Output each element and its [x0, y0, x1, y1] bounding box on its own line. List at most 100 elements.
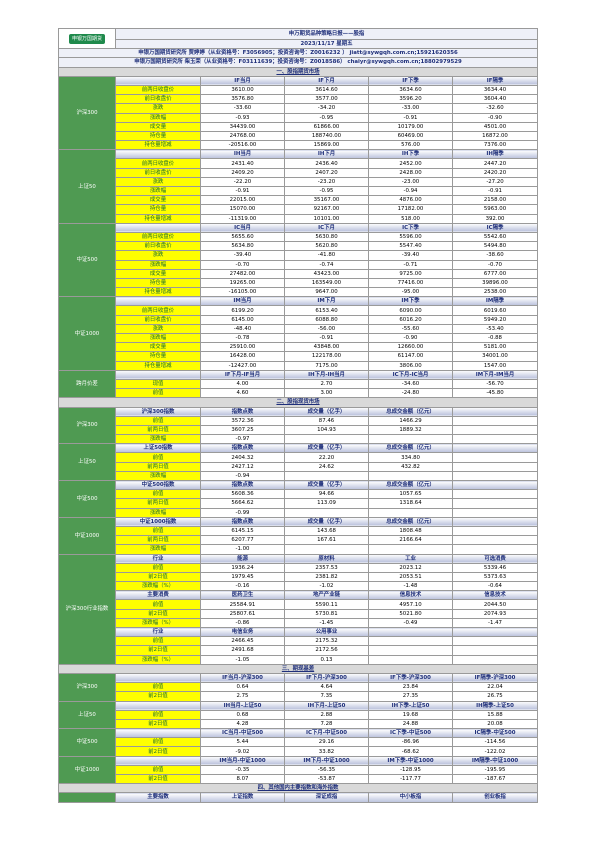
data-row: 持仓量增减 -11319.00 10101.00 518.00 392.00 — [59, 213, 539, 224]
value: -0.88 — [451, 332, 539, 344]
value: -0.71 — [368, 259, 453, 270]
value: 576.00 — [368, 140, 453, 151]
value: 43423.00 — [284, 268, 369, 279]
data-row: 涨跌 -33.60 -34.20 -33.00 -32.60 — [59, 103, 539, 114]
data-row: 前两日值 2427.12 24.62 432.82 — [59, 461, 539, 472]
header-title: 行业 — [115, 553, 201, 564]
block-label: 中证500 — [58, 728, 116, 757]
header-row: 上证50 IH当月-上证50 IH下月-上证50 IH下季-上证50 IH隔季-上证50 — [58, 700, 539, 730]
value: 5664.62 — [200, 498, 285, 509]
column-header: IH下季-上证50 — [368, 700, 453, 711]
block-label: 沪深300行业指数 — [58, 553, 116, 665]
section-row: 二、股指现货市场 — [57, 397, 539, 408]
data-row: 前日收盘价 6145.00 6088.80 6016.20 5949.20 — [59, 314, 539, 325]
value: 7.28 — [284, 718, 369, 730]
value: 24768.00 — [200, 130, 285, 142]
value: -38.60 — [451, 250, 539, 261]
value: -11319.00 — [200, 213, 285, 224]
value: 163549.00 — [284, 277, 369, 289]
data-row: 前两日值 6207.77 167.61 2166.64 — [59, 535, 539, 546]
value — [284, 470, 369, 482]
header-row: 中证500 IC当月-中证500 IC下月-中证500 IC下季-中证500 IC隔季-… — [58, 728, 539, 757]
row-name: 持仓量增减 — [115, 360, 201, 371]
value: -1.45 — [284, 617, 369, 629]
value: 6145.00 — [200, 314, 285, 325]
value: 2175.32 — [284, 636, 369, 647]
value: 2436.40 — [284, 158, 369, 169]
value: 3634.60 — [368, 84, 453, 96]
data-row: 前值 0.68 2.88 19.68 15.88 — [59, 709, 539, 720]
value: 35167.00 — [284, 195, 369, 206]
value: -0.78 — [200, 332, 285, 344]
value: 3572.36 — [200, 415, 285, 426]
data-row: 涨跌幅 -0.78 -0.91 -0.90 -0.88 — [59, 332, 539, 344]
value: 1808.48 — [368, 525, 453, 537]
header-title — [115, 728, 201, 739]
value: 1057.65 — [368, 489, 453, 500]
value: -114.56 — [451, 737, 539, 748]
report: 申银万国期货 申万期货品种策略日报——股指 2023/11/17 星期五 申银万… — [57, 27, 539, 803]
header-title: 行业 — [115, 626, 201, 638]
data-row: 涨跌幅 -0.94 — [59, 470, 539, 482]
value: -0.91 — [451, 185, 539, 197]
header-title — [115, 672, 201, 684]
column-header: 深证成指 — [284, 792, 369, 803]
header-row: 沪深300 沪深300指数 指数点数 成交量（亿手） 总成交金额（亿元） — [58, 406, 539, 445]
value: 2158.00 — [451, 195, 539, 206]
value: 34439.00 — [200, 121, 285, 132]
value: -53.40 — [451, 323, 539, 335]
value: 3806.00 — [368, 360, 453, 371]
value: -0.90 — [451, 112, 539, 123]
column-header: IM下季 — [368, 296, 453, 307]
row-name: 前值 — [115, 709, 201, 720]
block-label: 中证1000 — [58, 755, 116, 785]
row-name: 前值 — [115, 682, 201, 693]
header-row: 沪深300 IF当月 IF下月 IF下季 IF隔季 — [58, 75, 539, 151]
section-title: 二、股指现货市场 — [57, 397, 539, 408]
value: -1.47 — [451, 617, 539, 629]
value: 92167.00 — [284, 204, 369, 215]
value: 3604.40 — [451, 94, 539, 105]
row-name: 涨跌 — [115, 250, 201, 261]
row-name: 前值 — [115, 599, 201, 610]
value: -32.60 — [451, 103, 539, 114]
value: 104.93 — [284, 424, 369, 436]
value: 2428.00 — [368, 167, 453, 178]
row-name: 持仓量 — [115, 130, 201, 142]
value: -95.00 — [368, 287, 453, 298]
value: -0.86 — [200, 617, 285, 629]
value: 39896.00 — [451, 277, 539, 289]
data-row: 前值 5608.36 94.66 1057.65 — [59, 489, 539, 500]
value: 143.68 — [284, 525, 369, 537]
column-header: IH下月-IH当月 — [284, 369, 369, 380]
data-row: 涨跌幅 -0.93 -0.95 -0.91 -0.90 — [59, 112, 539, 123]
value: -1.05 — [200, 654, 285, 665]
title-row: 申银万国期货 申万期货品种策略日报——股指 — [58, 27, 539, 50]
data-row: 前2日值 25807.61 5730.81 5021.80 2074.93 — [59, 608, 539, 619]
column-header: 电信业务 — [200, 626, 285, 638]
logo-cell: 申银万国期货 — [58, 27, 116, 50]
row-name: 现值 — [115, 378, 201, 390]
column-header: IH隔季-上证50 — [451, 700, 539, 711]
data-row: 前两日值 3607.25 104.93 1889.32 — [59, 424, 539, 436]
block-label — [58, 792, 116, 803]
value: 6207.77 — [200, 535, 285, 546]
header-title — [115, 755, 201, 766]
value: 16428.00 — [200, 351, 285, 362]
column-header: IF当月 — [200, 75, 285, 86]
data-row: 前值 2404.32 22.20 334.80 — [59, 452, 539, 463]
value: 2053.51 — [368, 571, 453, 583]
value: 5630.80 — [284, 231, 369, 243]
value: 23.84 — [368, 682, 453, 693]
value: 0.68 — [200, 709, 285, 720]
data-row: 前值 25584.91 5590.11 4957.10 2044.50 — [59, 599, 539, 610]
header-row: 沪深300行业指数 行业 能源 原材料 工业 可选消费 — [58, 553, 539, 665]
value — [368, 507, 453, 518]
row-name: 前值 — [115, 737, 201, 748]
value: -0.35 — [200, 764, 285, 776]
column-header: IM隔季-中证1000 — [451, 755, 539, 766]
value: 15869.00 — [284, 140, 369, 151]
value: 5542.60 — [451, 231, 539, 243]
data-row: 前值 2466.45 2175.32 — [59, 636, 539, 647]
